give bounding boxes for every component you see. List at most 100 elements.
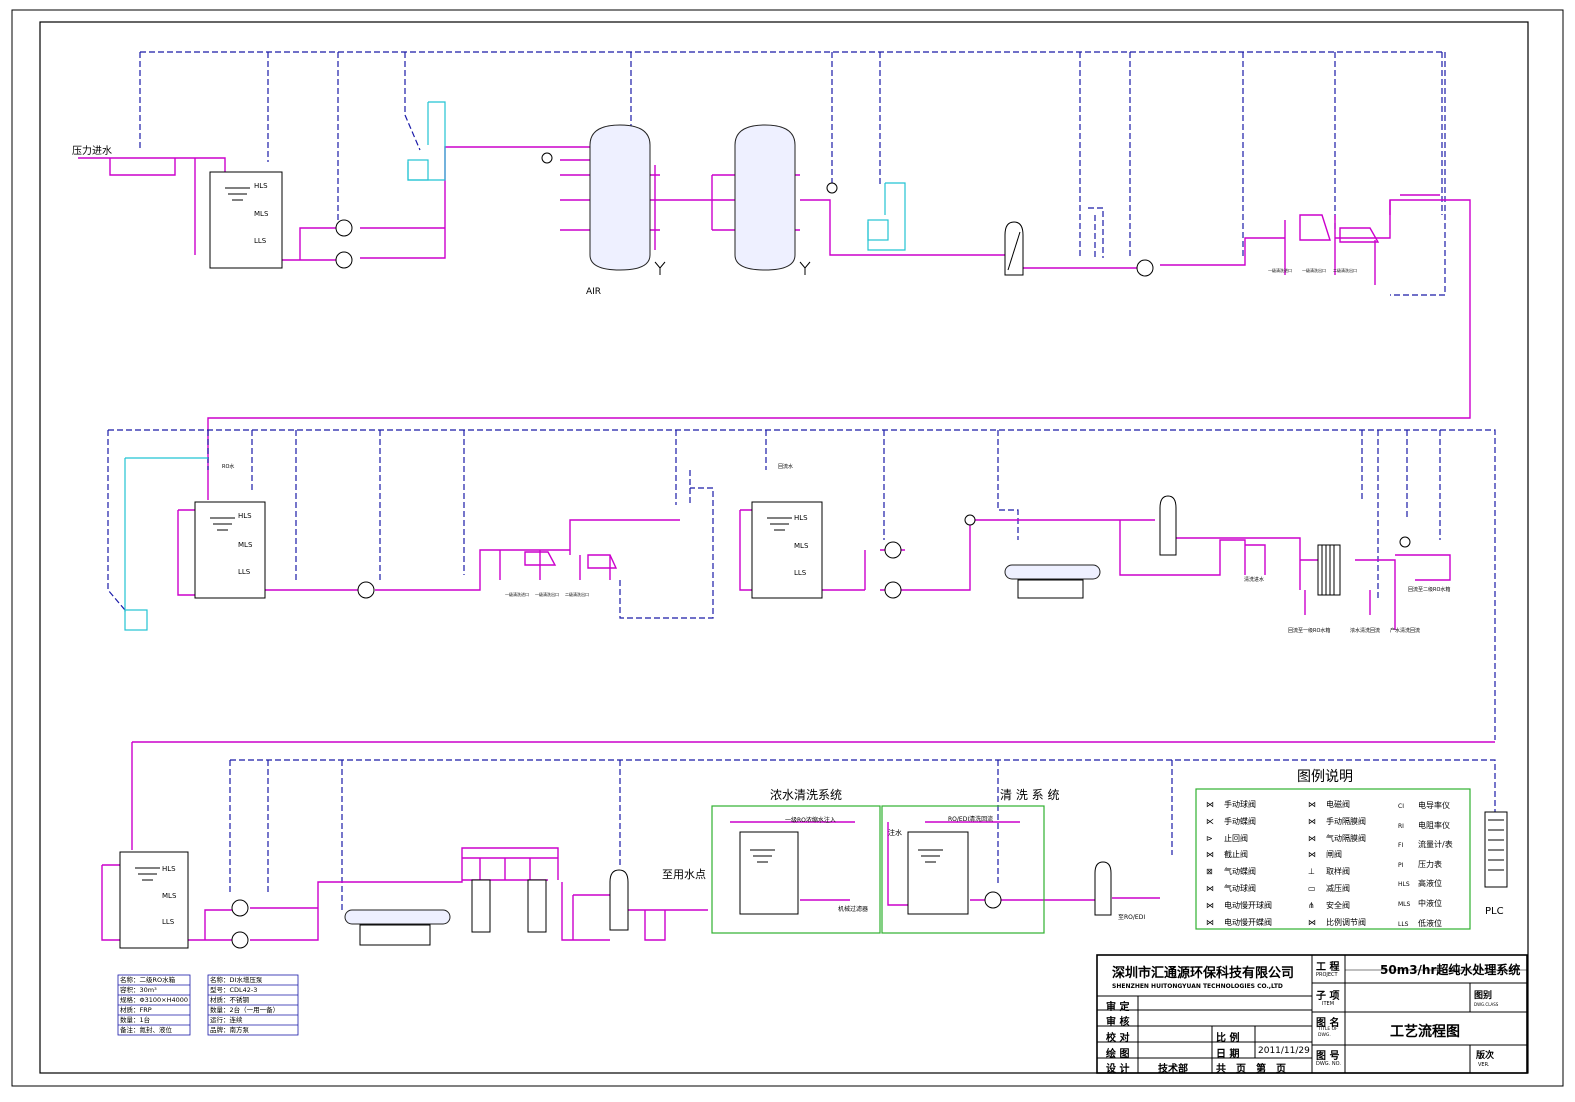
legend-item: ⋈ 手动隔膜阀 xyxy=(1308,814,1398,831)
legend-item: LLS 低液位 xyxy=(1398,915,1468,935)
concentrate-inject-label: 一级RO浓缩水注入 xyxy=(785,817,836,824)
tank4-mls: MLS xyxy=(162,892,177,900)
spec-table-2: 名称：DI水增压泵 型号：CDL42-3 材质：不锈钢 数量：2台（一用一备） … xyxy=(210,975,300,1035)
legend-item-text: 截止阀 xyxy=(1224,850,1248,860)
spec2-key: 型号： xyxy=(210,986,230,994)
spec1-row: 数量：1台 xyxy=(120,1015,192,1025)
legend-col-3: CI 电导率仪 RI 电阻率仪 FI 流量计/表 PI 压力表 HLS 高液位 MLS 中液… xyxy=(1398,797,1468,934)
legend-item-text: 气动隔膜阀 xyxy=(1326,833,1366,843)
clean-note-2b: 一级清洗出口 xyxy=(535,592,559,597)
row-draw: 绘 图 xyxy=(1106,1049,1130,1060)
legend-item-text: 气动球阀 xyxy=(1224,883,1256,893)
legend-item: ⋈ 气动球阀 xyxy=(1206,881,1296,898)
tank2-lls: LLS xyxy=(238,568,251,576)
row2-control-lines xyxy=(107,429,1496,740)
to-use-label: 至用水点 xyxy=(662,868,706,881)
legend-item: ▭ 减压阀 xyxy=(1308,881,1398,898)
spec1-row: 容积：30m³ xyxy=(120,985,192,995)
tank3-mls: MLS xyxy=(794,542,809,550)
cleaning-system-title: 清 洗 系 统 xyxy=(1000,788,1060,802)
spec2-row: 品牌：南方泵 xyxy=(210,1025,300,1035)
row-review: 审 核 xyxy=(1106,1017,1130,1028)
spec-table-1: 名称：二级RO水箱 容积：30m³ 规格：Φ3100×H4000 材质：FRP … xyxy=(120,975,192,1035)
legend-col-1: ⋈ 手动球阀 ⋉ 手动蝶阀 ⊳ 止回阀 ⋈ 截止阀 ⊠ 气动蝶阀 ⋈ 气动球阀 ⋈ 电动慢开球… xyxy=(1206,797,1296,931)
plc-label: PLC xyxy=(1485,906,1504,917)
polishing-filter xyxy=(1159,495,1177,556)
legend-item-text: 流量计/表 xyxy=(1418,840,1453,850)
legend-item: FI 流量计/表 xyxy=(1398,836,1468,856)
row3-equipment xyxy=(119,805,1508,949)
legend-item-text: 减压阀 xyxy=(1326,883,1350,893)
tank2-hls: HLS xyxy=(238,512,252,520)
spec2-key: 名称： xyxy=(210,976,230,984)
cleaning-filter xyxy=(1094,861,1112,916)
spec1-row: 备注：氮封、液位 xyxy=(120,1025,192,1035)
spec2-value: 2台（一用一备） xyxy=(229,1006,280,1014)
final-filter xyxy=(609,869,629,931)
row1-cyan-dosing xyxy=(407,101,906,251)
spec1-key: 备注： xyxy=(120,1026,140,1034)
tank4-lls: LLS xyxy=(162,918,175,926)
tank1-hls: HLS xyxy=(254,182,268,190)
spec1-value: 1台 xyxy=(139,1016,151,1024)
spec1-value: 氮封、液位 xyxy=(139,1026,173,1034)
date-label: 日 期 xyxy=(1216,1049,1240,1060)
tank-top-label-2: 回流水 xyxy=(778,464,794,470)
spec2-value: DI水增压泵 xyxy=(229,976,263,984)
legend-item-text: 安全阀 xyxy=(1326,900,1350,910)
row3-process-lines xyxy=(101,741,1495,941)
spec2-key: 运行： xyxy=(210,1016,230,1024)
inlet-label: 压力进水 xyxy=(72,146,112,157)
legend-item: ⋈ 电磁阀 xyxy=(1308,797,1398,814)
legend-item: ⋈ 电动慢开蝶阀 xyxy=(1206,915,1296,932)
legend-col-2: ⋈ 电磁阀 ⋈ 手动隔膜阀 ⋈ 气动隔膜阀 ⋈ 闸阀 ⊥ 取样阀 ▭ 减压阀 ⋔ 安全阀 ⋈ 比… xyxy=(1308,797,1398,931)
legend-item-text: 电动慢开蝶阀 xyxy=(1224,917,1272,927)
row2-cyan-dosing xyxy=(124,457,208,631)
outer-frame xyxy=(11,9,1564,1087)
legend-item: ⋈ 截止阀 xyxy=(1206,847,1296,864)
item-label: 子 项 xyxy=(1316,991,1340,1002)
dept-value: 技术部 xyxy=(1158,1064,1188,1075)
spec2-row: 数量：2台（一用一备） xyxy=(210,1005,300,1015)
note-return-ro2: 回流至二级RO水箱 xyxy=(1408,587,1451,593)
multimedia-filter xyxy=(589,124,651,271)
spec2-key: 品牌： xyxy=(210,1026,230,1034)
clean-note-1b: 一级清洗出口 xyxy=(1302,268,1326,273)
spec2-value: 南方泵 xyxy=(229,1026,250,1034)
mid-level-icon: MLS xyxy=(1398,900,1411,908)
spec2-key: 材质： xyxy=(210,996,230,1004)
legend-item: ⋈ 气动隔膜阀 xyxy=(1308,831,1398,848)
pressure-gauge-icon: PI xyxy=(1398,861,1404,869)
drawing-type-label: 图别 xyxy=(1474,991,1493,1001)
title-block-grid xyxy=(1096,954,1528,1074)
sampling-valve-icon: ⊥ xyxy=(1308,867,1315,877)
spec1-value: Φ3100×H4000 xyxy=(139,996,189,1004)
activated-carbon-filter xyxy=(734,124,796,271)
date-value: 2011/11/29 xyxy=(1258,1046,1310,1056)
proportional-valve-icon: ⋈ xyxy=(1308,917,1316,927)
company-name-en: SHENZHEN HUITONGYUAN TECHNOLOGIES CO.,LT… xyxy=(1112,983,1283,990)
solenoid-valve-icon: ⋈ xyxy=(1308,800,1316,809)
stop-valve-icon: ⋈ xyxy=(1206,850,1214,860)
legend-item: ⋈ 手动球阀 xyxy=(1206,797,1296,814)
electric-slow-ball-icon: ⋈ xyxy=(1206,900,1214,910)
spec2-value: CDL42-3 xyxy=(229,986,258,994)
legend-item: ⋔ 安全阀 xyxy=(1308,898,1398,915)
conductivity-icon: CI xyxy=(1398,803,1404,810)
legend-item-text: 电阻率仪 xyxy=(1418,820,1450,830)
tank3-lls: LLS xyxy=(794,569,807,577)
flowmeter-icon: FI xyxy=(1398,842,1404,850)
concentrate-outlet-label: 机械过滤器 xyxy=(838,906,869,913)
tank1-mls: MLS xyxy=(254,210,269,218)
legend-item-text: 止回阀 xyxy=(1224,833,1248,843)
legend-item-text: 手动蝶阀 xyxy=(1224,816,1256,826)
pneumatic-butterfly-icon: ⊠ xyxy=(1206,867,1213,877)
clean-note-1c: 二级清洗出口 xyxy=(1333,268,1357,273)
spec-table-2-grid xyxy=(207,974,299,1036)
legend-item: ⋈ 比例调节阀 xyxy=(1308,915,1398,932)
note-concentrate-return: 浓水清洗回流 xyxy=(1350,628,1381,634)
legend-item-text: 手动隔膜阀 xyxy=(1326,816,1366,826)
legend-item-text: 电磁阀 xyxy=(1326,800,1350,809)
